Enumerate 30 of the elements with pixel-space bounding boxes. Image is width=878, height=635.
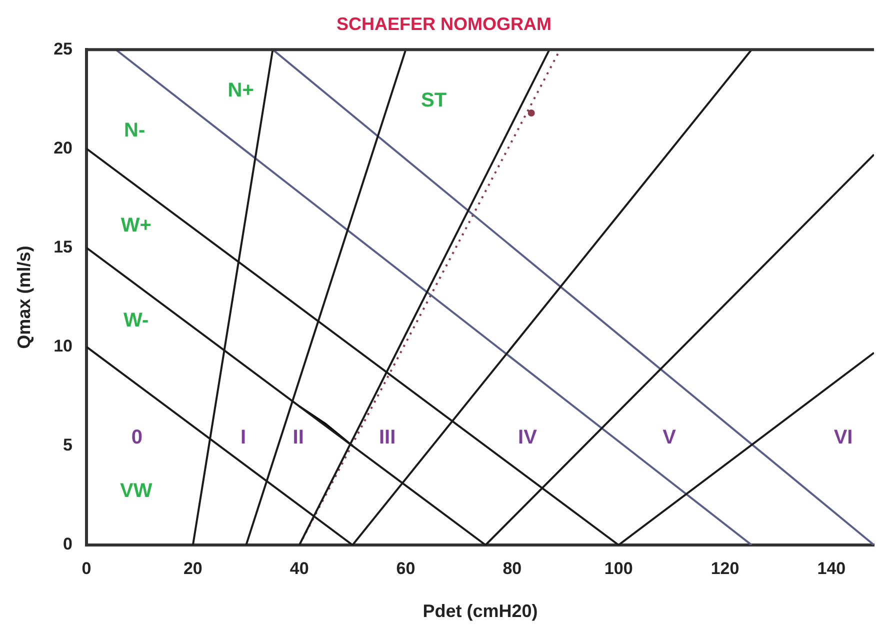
x-tick-label: 40 xyxy=(290,558,309,578)
annotation: 0 xyxy=(131,426,142,449)
x-tick-label: 60 xyxy=(396,558,416,578)
y-tick-label: 5 xyxy=(63,436,73,455)
x-tick-label: 120 xyxy=(710,558,740,578)
x-tick-label: 20 xyxy=(183,558,202,578)
y-axis-title: Qmax (ml/s) xyxy=(14,246,34,349)
y-tick-label: 0 xyxy=(63,534,73,554)
annotation: ST xyxy=(421,90,447,112)
x-axis-title: Pdet (cmH20) xyxy=(422,601,538,622)
x-tick-label: 80 xyxy=(502,558,522,578)
annotation: VW xyxy=(120,480,152,502)
y-tick-label: 25 xyxy=(54,39,73,58)
annotation: III xyxy=(378,426,396,449)
annotation: N- xyxy=(124,119,146,142)
annotation: IV xyxy=(518,426,538,449)
annotation: I xyxy=(240,426,246,449)
y-tick-label: 10 xyxy=(54,336,73,356)
x-tick-label: 100 xyxy=(604,558,633,578)
annotation: II xyxy=(292,426,304,449)
y-tick-label: 20 xyxy=(54,138,73,158)
annotation: W- xyxy=(124,310,149,332)
annotation: N+ xyxy=(228,80,254,102)
annotation: VI xyxy=(834,426,853,449)
chart-title: SCHAEFER NOMOGRAM xyxy=(336,14,552,34)
x-tick-label: 140 xyxy=(817,558,846,578)
annotation: W+ xyxy=(120,214,152,236)
annotation: V xyxy=(662,426,677,449)
x-tick-label: 0 xyxy=(82,558,92,578)
y-tick-label: 15 xyxy=(54,237,73,256)
